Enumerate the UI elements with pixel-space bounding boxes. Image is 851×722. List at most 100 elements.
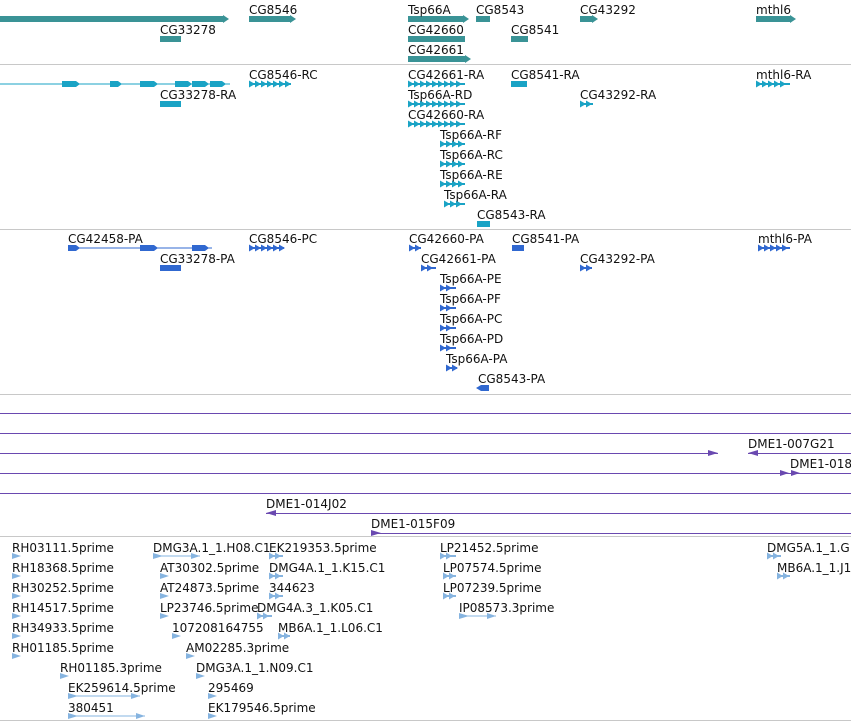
- ests-feature-label[interactable]: 295469: [208, 681, 254, 695]
- proteins-feature-label[interactable]: Tsp66A-PC: [440, 312, 503, 326]
- proteins-feature-label[interactable]: CG8543-PA: [478, 372, 546, 386]
- ests-feature-label[interactable]: DMG4A.1_1.K15.C1: [269, 561, 386, 575]
- proteins-feature-label[interactable]: CG42458-PA: [68, 232, 143, 246]
- ests-feature-label[interactable]: RH03111.5prime: [12, 541, 114, 555]
- bacs-feature[interactable]: [0, 433, 851, 434]
- transcripts-feature-label[interactable]: CG8546-RC: [249, 68, 318, 82]
- transcripts-feature[interactable]: [580, 100, 593, 108]
- transcripts-feature[interactable]: [440, 180, 465, 188]
- ests-feature-label[interactable]: AT30302.5prime: [160, 561, 260, 575]
- ests-feature-label[interactable]: MB6A.1_1.L06.C1: [278, 621, 383, 635]
- ests-feature[interactable]: [443, 572, 456, 580]
- genes-feature[interactable]: [756, 15, 796, 23]
- bacs-feature[interactable]: [780, 470, 800, 476]
- genes-feature[interactable]: [511, 36, 528, 42]
- transcripts-feature[interactable]: [440, 160, 465, 168]
- ests-feature[interactable]: [153, 553, 200, 559]
- transcripts-feature[interactable]: [408, 100, 465, 108]
- transcripts-feature-label[interactable]: CG43292-RA: [580, 88, 657, 102]
- ests-feature-label[interactable]: AM02285.3prime: [186, 641, 290, 655]
- ests-feature[interactable]: [269, 572, 283, 580]
- ests-feature-label[interactable]: RH01185.5prime: [12, 641, 114, 655]
- transcripts-feature[interactable]: [477, 221, 490, 227]
- ests-feature-label[interactable]: RH01185.3prime: [60, 661, 162, 675]
- transcripts-feature[interactable]: [440, 140, 465, 148]
- proteins-feature[interactable]: [440, 324, 456, 332]
- bacs-feature[interactable]: [0, 413, 851, 414]
- bacs-feature[interactable]: [0, 493, 851, 494]
- ests-feature[interactable]: [257, 612, 272, 620]
- ests-feature[interactable]: [12, 613, 21, 619]
- ests-feature[interactable]: [459, 613, 496, 619]
- proteins-feature-label[interactable]: Tsp66A-PD: [440, 332, 504, 346]
- transcripts-feature-label[interactable]: Tsp66A-RA: [444, 188, 507, 202]
- proteins-feature-label[interactable]: CG42661-PA: [421, 252, 496, 266]
- proteins-feature-label[interactable]: Tsp66A-PA: [446, 352, 508, 366]
- proteins-feature-label[interactable]: Tsp66A-PE: [440, 272, 502, 286]
- ests-feature-label[interactable]: LP07239.5prime: [443, 581, 542, 595]
- transcripts-feature-label[interactable]: CG42661-RA: [408, 68, 485, 82]
- transcripts-feature-label[interactable]: CG8543-RA: [477, 208, 546, 222]
- ests-feature[interactable]: [269, 552, 283, 560]
- proteins-feature[interactable]: [476, 385, 489, 391]
- bacs-feature[interactable]: [748, 450, 851, 456]
- transcripts-feature-label[interactable]: Tsp66A-RC: [440, 148, 503, 162]
- genes-feature[interactable]: [0, 15, 229, 23]
- ests-feature-label[interactable]: AT24873.5prime: [160, 581, 260, 595]
- bacs-feature-label[interactable]: DME1-014J02: [266, 497, 347, 511]
- transcripts-feature-label[interactable]: Tsp66A-RE: [440, 168, 503, 182]
- ests-feature[interactable]: [186, 653, 195, 659]
- ests-feature[interactable]: [160, 593, 169, 599]
- ests-feature[interactable]: [767, 552, 781, 560]
- proteins-feature-label[interactable]: CG42660-PA: [409, 232, 484, 246]
- ests-feature[interactable]: [12, 593, 21, 599]
- ests-feature[interactable]: [12, 573, 21, 579]
- ests-feature[interactable]: [12, 553, 21, 559]
- bacs-feature[interactable]: [266, 510, 851, 516]
- proteins-feature[interactable]: [160, 265, 181, 271]
- ests-feature-label[interactable]: IP08573.3prime: [459, 601, 555, 615]
- proteins-feature[interactable]: [440, 304, 456, 312]
- proteins-feature-label[interactable]: Tsp66A-PF: [440, 292, 501, 306]
- ests-feature-label[interactable]: MB6A.1_1.J1: [777, 561, 851, 575]
- ests-feature-label[interactable]: LP23746.5prime: [160, 601, 259, 615]
- proteins-feature-label[interactable]: CG8546-PC: [249, 232, 318, 246]
- bacs-feature-label[interactable]: DME1-007G21: [748, 437, 835, 451]
- transcripts-feature-label[interactable]: Tsp66A-RD: [408, 88, 473, 102]
- proteins-feature[interactable]: [758, 244, 790, 252]
- ests-feature[interactable]: [440, 552, 456, 560]
- ests-feature[interactable]: [278, 632, 290, 640]
- proteins-feature[interactable]: [446, 364, 458, 372]
- proteins-feature[interactable]: [580, 264, 592, 272]
- ests-feature-label[interactable]: RH30252.5prime: [12, 581, 114, 595]
- genes-feature-label[interactable]: CG8541: [511, 23, 560, 37]
- ests-feature[interactable]: [68, 693, 140, 699]
- genes-feature[interactable]: [408, 55, 471, 63]
- transcripts-feature-label[interactable]: CG8541-RA: [511, 68, 580, 82]
- transcripts-feature[interactable]: [408, 80, 465, 88]
- proteins-feature-label[interactable]: CG33278-PA: [160, 252, 235, 266]
- ests-feature-label[interactable]: DMG5A.1_1.G: [767, 541, 850, 555]
- genes-feature-label[interactable]: Tsp66A: [408, 3, 451, 17]
- ests-feature-label[interactable]: LP07574.5prime: [443, 561, 542, 575]
- proteins-feature[interactable]: [409, 244, 421, 252]
- ests-feature[interactable]: [196, 673, 205, 679]
- ests-feature-label[interactable]: EK259614.5prime: [68, 681, 176, 695]
- genes-feature-label[interactable]: CG8543: [476, 3, 525, 17]
- ests-feature[interactable]: [208, 713, 217, 719]
- bacs-feature-label[interactable]: DME1-015F09: [371, 517, 456, 531]
- ests-feature[interactable]: [68, 713, 145, 719]
- bacs-feature[interactable]: [0, 473, 851, 474]
- ests-feature[interactable]: [443, 592, 456, 600]
- ests-feature[interactable]: [208, 693, 217, 699]
- genes-feature[interactable]: [160, 36, 181, 42]
- ests-feature-label[interactable]: DMG3A.1_1.N09.C1: [196, 661, 314, 675]
- ests-feature-label[interactable]: DMG3A.1_1.H08.C1: [153, 541, 271, 555]
- transcripts-feature[interactable]: [160, 101, 181, 107]
- ests-feature-label[interactable]: LP21452.5prime: [440, 541, 539, 555]
- genes-feature-label[interactable]: CG8546: [249, 3, 298, 17]
- ests-feature-label[interactable]: RH34933.5prime: [12, 621, 114, 635]
- transcripts-feature-label[interactable]: CG33278-RA: [160, 88, 237, 102]
- ests-feature-label[interactable]: RH14517.5prime: [12, 601, 114, 615]
- proteins-feature[interactable]: [440, 284, 456, 292]
